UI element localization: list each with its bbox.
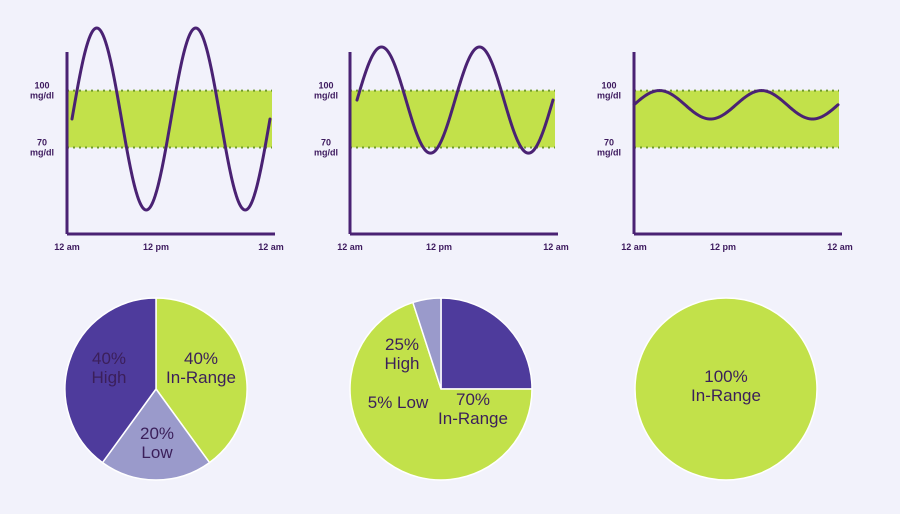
pie-label-in-range: 40% In-Range xyxy=(166,349,236,387)
pie-slice-in-range xyxy=(155,297,248,464)
y-tick-label: 70 mg/dl xyxy=(314,137,338,157)
pie-label-line: 100% xyxy=(704,367,747,386)
pie-label-line: 20% xyxy=(140,424,174,443)
pie-slice-high xyxy=(440,297,533,390)
pie-label-line: High xyxy=(92,368,127,387)
y-tick-label-line: mg/dl xyxy=(30,147,54,157)
y-tick-label-line: 100 xyxy=(318,81,333,91)
y-tick-label-line: mg/dl xyxy=(597,91,621,101)
y-tick-label: 100 mg/dl xyxy=(30,81,54,101)
pie-label-in-range: 100% In-Range xyxy=(691,367,761,405)
pie-label-line: Low xyxy=(141,443,173,462)
y-tick-label-line: 100 xyxy=(601,81,616,91)
y-tick-label: 70 mg/dl xyxy=(597,137,621,157)
pie-slice-low xyxy=(412,297,442,390)
x-tick-label: 12 am xyxy=(543,242,569,252)
pie-label-low: 20% Low xyxy=(140,424,174,462)
target-range-band xyxy=(350,90,555,148)
pie-label-high: 25% High xyxy=(385,335,420,373)
x-tick-label: 12 am xyxy=(827,242,853,252)
glucose-curve xyxy=(70,26,272,212)
pie-label-line: High xyxy=(385,354,420,373)
x-tick-label: 12 am xyxy=(258,242,284,252)
pie-label-line: 40% xyxy=(184,349,218,368)
x-tick-label: 12 pm xyxy=(143,242,169,252)
pie-label-line: In-Range xyxy=(691,386,761,405)
pie-slice-high xyxy=(64,297,157,464)
y-tick-label: 100 mg/dl xyxy=(597,81,621,101)
glucose-curve xyxy=(355,45,555,155)
y-tick-label: 70 mg/dl xyxy=(30,137,54,157)
pie-label-high: 40% High xyxy=(92,349,127,387)
y-tick-label: 100 mg/dl xyxy=(314,81,338,101)
pie-slice-low xyxy=(101,388,211,481)
x-tick-label: 12 am xyxy=(54,242,80,252)
y-tick-label-line: mg/dl xyxy=(597,147,621,157)
pie-slice-in-range xyxy=(634,297,818,481)
y-tick-label-line: 100 xyxy=(34,81,49,91)
pie-chart-2: 70% In-Range 5% Low 25% High xyxy=(349,297,533,481)
y-tick-label-line: 70 xyxy=(604,137,614,147)
y-tick-label-line: mg/dl xyxy=(314,147,338,157)
pie-label-in-range: 70% In-Range xyxy=(438,390,508,428)
pie-label-line: 40% xyxy=(92,349,126,368)
pie-label-line: In-Range xyxy=(166,368,236,387)
x-tick-label: 12 pm xyxy=(710,242,736,252)
x-tick-label: 12 pm xyxy=(426,242,452,252)
y-tick-label-line: mg/dl xyxy=(30,91,54,101)
pie-label-line: 70% xyxy=(456,390,490,409)
x-tick-label: 12 am xyxy=(621,242,647,252)
pie-label-line: In-Range xyxy=(438,409,508,428)
x-tick-label: 12 am xyxy=(337,242,363,252)
glucose-curve xyxy=(632,89,840,121)
pie-label-low: 5% Low xyxy=(368,393,429,412)
pie-label-line: 25% xyxy=(385,335,419,354)
pie-chart-3: 100% In-Range xyxy=(634,297,818,481)
y-tick-label-line: 70 xyxy=(37,137,47,147)
pie-slice-in-range xyxy=(349,301,533,481)
pie-label-line: 5% Low xyxy=(368,393,429,412)
y-tick-label-line: mg/dl xyxy=(314,91,338,101)
y-tick-label-line: 70 xyxy=(321,137,331,147)
